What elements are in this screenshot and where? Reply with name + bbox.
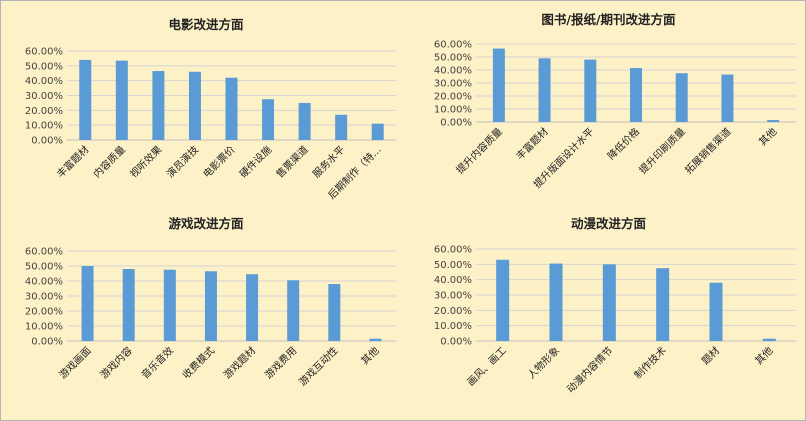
y-tick-label: 30.00% [25,292,63,303]
y-tick-label: 60.00% [434,40,472,51]
bar [721,74,734,122]
x-category-label: 提升内容质量 [453,125,505,177]
bar [152,71,165,140]
x-category-label: 画风、画工 [465,345,509,389]
x-category-label: 游戏内容 [97,344,134,381]
x-category-label: 硬件设施 [237,143,274,180]
y-tick-label: 10.00% [25,121,63,132]
y-tick-label: 40.00% [25,277,63,288]
y-tick-label: 30.00% [25,91,63,102]
y-tick-label: 60.00% [25,47,63,58]
chart-title: 电影改进方面 [168,17,244,32]
bar [767,120,780,122]
chart-panel-anime: 动漫改进方面 0.00% 10.00% 20.00% 30.00% 40.00% 50.00… [416,211,801,416]
x-category-label: 丰富题材 [513,125,550,162]
x-category-label: 游戏费用 [262,344,299,381]
x-category-label: 降低价格 [605,125,642,162]
chart-title: 动漫改进方面 [571,216,647,231]
y-tick-label: 60.00% [434,245,472,256]
bar [538,58,551,122]
x-category-label: 其他 [756,125,779,148]
bar [369,338,382,341]
x-category-label: 游戏题材 [221,344,258,381]
bar [602,264,616,341]
bar [709,282,723,341]
x-category-label: 音乐音效 [138,344,175,381]
bar [675,73,688,122]
y-tick-label: 40.00% [25,76,63,87]
bar [492,48,505,122]
y-tick-label: 0.00% [440,337,472,348]
bar [225,77,238,140]
y-tick-label: 30.00% [434,291,472,302]
bar [122,269,135,341]
chart-panel-books: 图书/报纸/期刊改进方面 0.00% 10.00% 20.00% 30.00% 40.00… [416,9,801,209]
x-category-label: 其他 [358,344,381,367]
y-tick-label: 40.00% [434,275,472,286]
chart-panel-games: 游戏改进方面 0.00% 10.00% 20.00% 30.00% 40.00% 50.00… [11,211,401,416]
chart-svg: 游戏改进方面 0.00% 10.00% 20.00% 30.00% 40.00% 50.00… [25,216,396,389]
chart-title: 图书/报纸/期刊改进方面 [541,12,676,27]
x-category-label: 视听效果 [127,143,164,180]
bar [163,269,176,341]
y-tick-label: 10.00% [434,321,472,332]
y-tick-label: 20.00% [25,106,63,117]
x-category-label: 游戏互动性 [296,344,341,389]
y-tick-label: 50.00% [434,260,472,271]
bar [287,280,300,341]
y-tick-label: 50.00% [25,262,63,273]
bar [298,102,311,140]
chart-svg: 电影改进方面 0.00% 10.00% 20.00% 30.00% 40.00% 50.00… [25,17,396,202]
chart-title: 游戏改进方面 [168,216,244,231]
bar [584,59,597,122]
x-category-label: 丰富题材 [54,143,91,180]
x-category-label: 人物形象 [525,344,562,381]
bar [496,259,510,341]
bar [188,71,201,140]
y-tick-label: 10.00% [434,105,472,116]
y-tick-label: 20.00% [434,306,472,317]
y-tick-label: 0.00% [31,337,63,348]
bar [81,266,94,341]
x-category-label: 内容质量 [90,143,127,180]
y-tick-label: 20.00% [25,307,63,318]
x-category-label: 动漫内容情节 [564,344,616,396]
x-category-label: 电影票价 [200,143,237,180]
bar [79,59,92,140]
y-tick-label: 10.00% [25,322,63,333]
chart-panel-movie: 电影改进方面 0.00% 10.00% 20.00% 30.00% 40.00% 50.00… [11,9,401,209]
x-category-label: 游戏画面 [56,344,93,381]
x-category-label: 售票渠道 [273,143,310,180]
x-category-label: 提升印刷质量 [637,126,688,177]
chart-svg: 图书/报纸/期刊改进方面 0.00% 10.00% 20.00% 30.00% 40.00… [434,12,796,191]
bar [262,99,275,140]
bar [335,114,348,140]
y-tick-label: 60.00% [25,247,63,258]
x-category-label: 题材 [699,344,722,367]
chart-svg: 动漫改进方面 0.00% 10.00% 20.00% 30.00% 40.00% 50.00… [434,216,796,396]
bar [630,68,642,122]
y-tick-label: 40.00% [434,66,472,77]
y-tick-label: 0.00% [31,136,63,147]
x-category-label: 其他 [752,344,775,367]
bar [115,60,128,141]
x-category-label: 收费模式 [180,344,217,381]
y-tick-label: 20.00% [434,92,472,103]
x-category-label: 演员演技 [164,143,201,180]
bar [328,284,341,341]
y-tick-label: 30.00% [434,79,472,90]
bar [656,268,670,341]
x-category-label: 拓展销售渠道 [682,125,734,177]
bar [204,271,217,341]
x-category-label: 服务水平 [310,143,347,180]
bar [246,274,259,341]
y-tick-label: 50.00% [25,61,63,72]
bar [371,123,384,140]
y-tick-label: 50.00% [434,53,472,64]
bar [762,338,776,341]
y-tick-label: 0.00% [440,118,472,129]
x-category-label: 制作技术 [631,344,668,381]
bar [549,263,563,341]
